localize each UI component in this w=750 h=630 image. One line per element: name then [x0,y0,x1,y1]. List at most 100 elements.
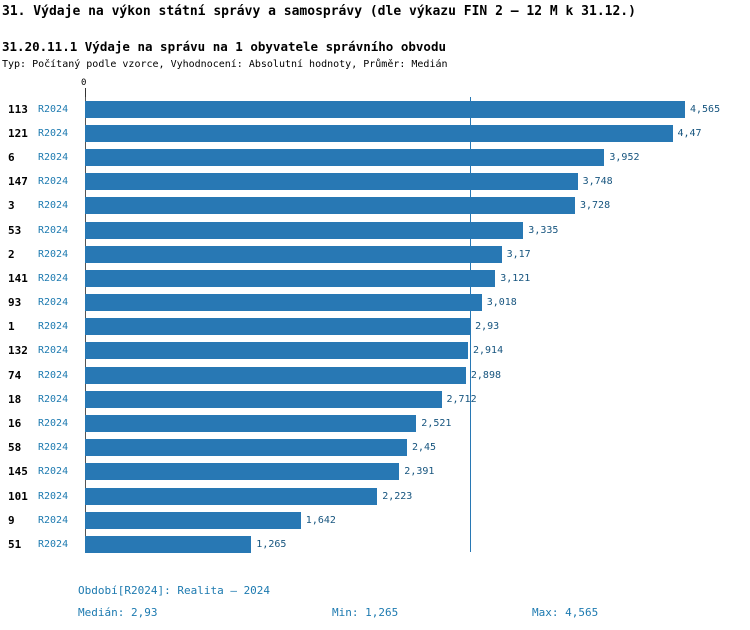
bar-area: 2,223 [85,484,750,508]
bar[interactable] [85,173,578,191]
bar[interactable] [85,124,673,142]
bar-value-label: 2,712 [446,393,477,405]
row-id-label: 147 [8,175,28,189]
row-id-label: 58 [8,441,22,455]
row-period-label: R2024 [38,321,69,333]
bar-area: 2,391 [85,460,750,484]
row-period-label: R2024 [38,393,69,405]
bar-area: 2,712 [85,387,750,411]
row-period-label: R2024 [38,224,69,236]
bar-value-label: 2,914 [473,345,504,357]
chart-row: 74 R2024 2,898 [0,363,750,387]
row-period-label: R2024 [38,103,69,115]
chart-row: 93 R2024 3,018 [0,291,750,315]
row-period-label: R2024 [38,176,69,188]
bar-value-label: 2,93 [475,321,500,333]
row-id-label: 141 [8,271,28,285]
row-id-label: 6 [8,150,15,164]
bar[interactable] [85,366,466,384]
row-id-label: 101 [8,489,28,503]
bar-chart: 0 113 R2024 4,565 121 R2024 4,47 6 R2024 3,952 14… [0,78,750,560]
bar-area: 1,642 [85,508,750,532]
bar-value-label: 2,391 [404,466,435,478]
bar[interactable] [85,439,407,457]
bar-value-label: 2,521 [421,418,452,430]
bar[interactable] [85,221,524,239]
footer-max-label: Max: 4,565 [532,606,599,619]
row-period-label: R2024 [38,127,69,139]
chart-row: 145 R2024 2,391 [0,460,750,484]
row-id-label: 51 [8,537,22,551]
bar[interactable] [85,463,400,481]
chart-row: 101 R2024 2,223 [0,484,750,508]
bar[interactable] [85,318,471,336]
bar[interactable] [85,511,301,529]
chart-row: 18 R2024 2,712 [0,387,750,411]
chart-rows: 113 R2024 4,565 121 R2024 4,47 6 R2024 3,952 147 R… [0,97,750,557]
bar[interactable] [85,487,378,505]
row-period-label: R2024 [38,200,69,212]
row-id-label: 18 [8,392,22,406]
row-id-label: 132 [8,344,28,358]
row-period-label: R2024 [38,272,69,284]
bar-area: 4,47 [85,121,750,145]
bar-value-label: 2,898 [470,369,501,381]
chart-row: 6 R2024 3,952 [0,145,750,169]
row-id-label: 74 [8,368,22,382]
chart-row: 141 R2024 3,121 [0,266,750,290]
row-period-label: R2024 [38,442,69,454]
row-period-label: R2024 [38,538,69,550]
row-id-label: 93 [8,296,22,310]
bar-area: 4,565 [85,97,750,121]
chart-row: 3 R2024 3,728 [0,194,750,218]
row-id-label: 9 [8,513,15,527]
bar-value-label: 1,265 [256,538,287,550]
bar[interactable] [85,342,468,360]
row-period-label: R2024 [38,151,69,163]
footer-min-label: Min: 1,265 [332,606,399,619]
chart-row: 53 R2024 3,335 [0,218,750,242]
bar-area: 2,93 [85,315,750,339]
chart-row: 2 R2024 3,17 [0,242,750,266]
row-period-label: R2024 [38,490,69,502]
bar-value-label: 3,728 [580,200,611,212]
footer-period-label: Období[R2024]: Realita – 2024 [78,584,271,597]
bar[interactable] [85,415,417,433]
row-period-label: R2024 [38,369,69,381]
row-id-label: 16 [8,417,22,431]
bar-value-label: 3,018 [486,297,517,309]
bar-area: 3,952 [85,145,750,169]
bar-value-label: 3,748 [582,176,613,188]
row-id-label: 3 [8,199,15,213]
chart-row: 16 R2024 2,521 [0,411,750,435]
bar-value-label: 2,223 [382,490,413,502]
bar-value-label: 1,642 [305,514,336,526]
bar[interactable] [85,148,605,166]
bar-value-label: 4,565 [690,103,721,115]
bar[interactable] [85,294,482,312]
bar-area: 3,748 [85,170,750,194]
bar-value-label: 3,952 [609,151,640,163]
chart-row: 121 R2024 4,47 [0,121,750,145]
bar-value-label: 2,45 [412,442,437,454]
bar[interactable] [85,535,252,553]
bar[interactable] [85,269,496,287]
bar-area: 2,914 [85,339,750,363]
bar-area: 2,521 [85,411,750,435]
bar-area: 3,728 [85,194,750,218]
bar-value-label: 4,47 [677,127,702,139]
bar[interactable] [85,390,442,408]
row-period-label: R2024 [38,297,69,309]
chart-row: 58 R2024 2,45 [0,436,750,460]
bar[interactable] [85,197,575,215]
bar-area: 2,898 [85,363,750,387]
bar-value-label: 3,335 [528,224,559,236]
bar-area: 3,17 [85,242,750,266]
bar-area: 1,265 [85,532,750,556]
chart-row: 1 R2024 2,93 [0,315,750,339]
page-title: 31. Výdaje na výkon státní správy a samo… [2,4,636,19]
bar[interactable] [85,100,685,118]
bar[interactable] [85,245,502,263]
row-period-label: R2024 [38,514,69,526]
bar-area: 3,018 [85,291,750,315]
